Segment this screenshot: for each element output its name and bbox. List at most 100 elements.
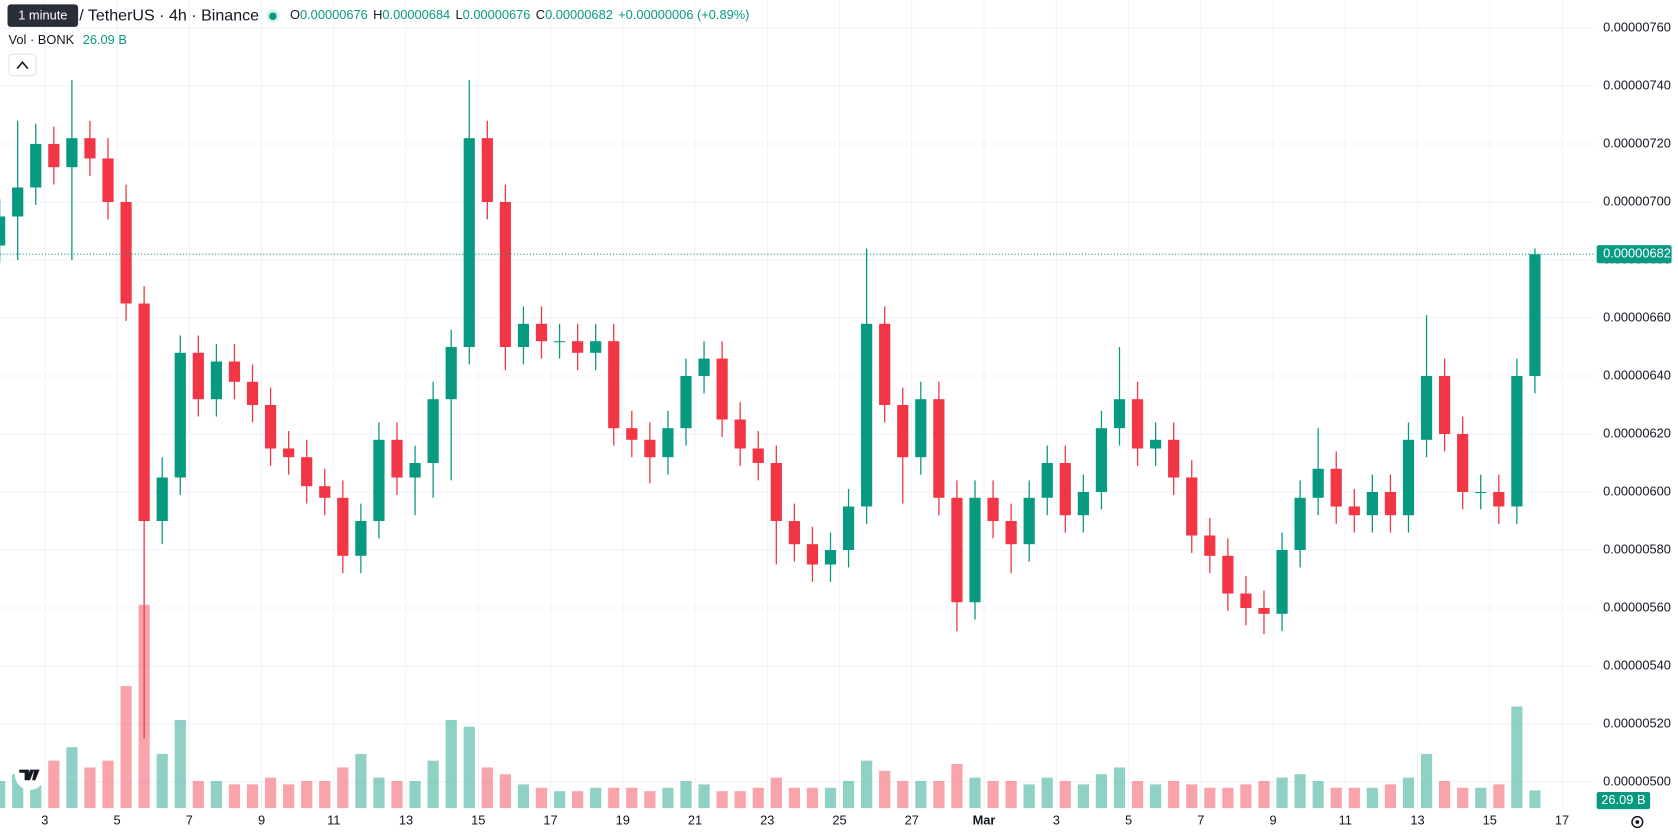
- candle-body: [1457, 433, 1469, 492]
- volume-bar: [1493, 784, 1505, 809]
- candle-body: [192, 352, 204, 400]
- candle-body: [1294, 497, 1306, 550]
- x-tick-label: 3: [41, 812, 48, 827]
- volume-bar: [192, 780, 204, 809]
- o-label: O: [290, 8, 300, 23]
- candle-body: [535, 323, 548, 342]
- y-tick-label: 0.00000760: [1603, 19, 1671, 34]
- candle-body: [1276, 549, 1288, 614]
- x-tick-label: 7: [186, 812, 193, 827]
- volume-bar: [427, 760, 439, 809]
- y-tick-label: 0.00000740: [1603, 77, 1671, 92]
- candle-body: [84, 138, 96, 159]
- volume-bar: [572, 791, 584, 809]
- volume-bar: [1312, 780, 1324, 809]
- volume-bar: [12, 774, 24, 809]
- vol-value: 26.09 B: [83, 32, 127, 47]
- candle-body: [680, 375, 692, 429]
- y-tick-label: 0.00000520: [1603, 715, 1671, 730]
- volume-bar: [770, 777, 782, 809]
- candle-body: [1077, 491, 1089, 516]
- candle-body: [391, 439, 403, 478]
- volume-bar: [355, 753, 367, 809]
- x-tick-label: 13: [399, 812, 413, 827]
- candle-body: [626, 428, 638, 440]
- candle-body: [120, 201, 132, 304]
- candle-body: [1005, 520, 1017, 545]
- candle-body: [463, 138, 475, 347]
- volume-bar: [1222, 787, 1234, 809]
- candle-body: [572, 341, 584, 353]
- y-tick-label: 0.00000540: [1603, 657, 1671, 672]
- volume-bar: [517, 784, 530, 809]
- candle-body: [1258, 607, 1270, 614]
- candle-body: [517, 323, 530, 347]
- h-label: H: [373, 8, 382, 23]
- y-tick-label: 0.00000500: [1603, 773, 1671, 788]
- tooltip: 1 minute: [18, 8, 67, 23]
- x-tick-label: 19: [616, 812, 630, 827]
- volume-bar: [1041, 777, 1053, 809]
- volume-bar: [1511, 706, 1523, 809]
- candle-body: [1240, 593, 1252, 608]
- x-tick-label: 17: [1555, 812, 1569, 827]
- collapse-button[interactable]: [8, 53, 37, 77]
- l-label: L: [456, 8, 463, 23]
- candle-body: [1348, 506, 1360, 516]
- x-tick-label: 27: [905, 812, 919, 827]
- volume-bar: [409, 780, 421, 809]
- volume-bar: [933, 780, 945, 809]
- candle-body: [0, 216, 6, 246]
- l-value: 0.00000676: [463, 8, 531, 23]
- candle-body: [1095, 428, 1108, 492]
- y-tick-label: 0.00000620: [1603, 425, 1671, 440]
- candle-body: [1222, 555, 1234, 594]
- candle-body: [1023, 497, 1035, 545]
- x-tick-label: 25: [832, 812, 846, 827]
- candle-body: [102, 158, 114, 202]
- volume-bar: [1420, 753, 1433, 809]
- volume-bar: [66, 747, 78, 809]
- volume-bar: [0, 780, 6, 809]
- candle-body: [752, 448, 764, 463]
- x-tick-label: 11: [327, 812, 340, 827]
- y-tick-label: 0.00000660: [1603, 309, 1671, 324]
- volume-bar: [1131, 780, 1144, 809]
- volume-bar: [1366, 787, 1378, 809]
- c-label: C: [536, 8, 545, 23]
- volume-badge: [1596, 792, 1651, 810]
- volume-bar: [842, 780, 855, 809]
- candle-body: [1059, 462, 1071, 516]
- candle-body: [1475, 491, 1487, 494]
- candle-body: [373, 439, 385, 521]
- volume-bar: [1150, 784, 1162, 809]
- candle-body: [246, 381, 259, 405]
- candle-body: [861, 323, 873, 507]
- y-tick-label: 0.00000600: [1603, 483, 1671, 498]
- volume-bar: [1348, 787, 1360, 809]
- candle-body: [951, 497, 963, 603]
- candle-body: [1113, 399, 1126, 429]
- candle-body: [1150, 439, 1162, 449]
- candle-body: [301, 457, 313, 487]
- candle-body: [1420, 375, 1433, 440]
- candle-body: [987, 497, 999, 521]
- candle-body: [698, 358, 710, 376]
- logo: [19, 769, 40, 781]
- candle-body: [1204, 535, 1216, 556]
- settings-icon[interactable]: [1631, 815, 1644, 829]
- status-dot: [269, 12, 277, 20]
- candle-body: [824, 549, 837, 565]
- candle-body: [608, 341, 620, 429]
- volume-bar: [553, 791, 566, 809]
- candle-body: [228, 361, 241, 382]
- grid: [0, 0, 1595, 809]
- candle-body: [879, 323, 891, 405]
- volume-bar: [174, 719, 186, 809]
- volume-bar: [1204, 787, 1216, 809]
- candle-body: [48, 143, 60, 168]
- volume-bar: [1240, 784, 1252, 809]
- x-tick-label: 5: [113, 812, 120, 827]
- tooltip-bg: [7, 4, 79, 27]
